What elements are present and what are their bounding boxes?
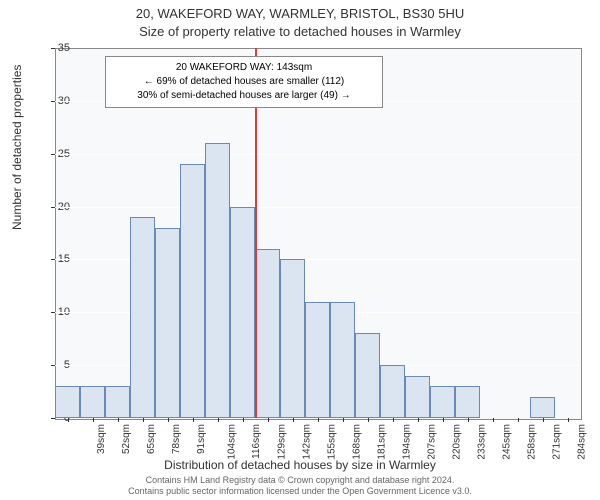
x-tick-mark <box>368 418 369 422</box>
annotation-line1: 20 WAKEFORD WAY: 143sqm <box>114 61 374 75</box>
x-tick-label: 233sqm <box>476 424 487 460</box>
x-tick-mark <box>468 418 469 422</box>
x-tick-label: 207sqm <box>426 424 437 460</box>
x-tick-mark <box>193 418 194 422</box>
histogram-bar <box>530 397 555 418</box>
x-tick-label: 245sqm <box>501 424 512 460</box>
x-tick-mark <box>218 418 219 422</box>
y-tick-mark <box>51 48 55 49</box>
histogram-bar <box>130 217 155 418</box>
histogram-bar <box>230 207 255 418</box>
histogram-bar <box>180 164 205 418</box>
x-tick-label: 65sqm <box>146 424 157 454</box>
x-tick-label: 155sqm <box>326 424 337 460</box>
annotation-line3: 30% of semi-detached houses are larger (… <box>114 89 374 103</box>
x-tick-mark <box>543 418 544 422</box>
x-tick-label: 129sqm <box>276 424 287 460</box>
x-tick-mark <box>118 418 119 422</box>
footer-line2: Contains public sector information licen… <box>0 486 600 498</box>
x-tick-mark <box>93 418 94 422</box>
y-tick-mark <box>51 418 55 419</box>
histogram-bar <box>155 228 180 418</box>
x-tick-mark <box>268 418 269 422</box>
chart-title-main: 20, WAKEFORD WAY, WARMLEY, BRISTOL, BS30… <box>0 6 600 21</box>
histogram-bar <box>55 386 80 418</box>
x-tick-label: 116sqm <box>250 424 261 459</box>
x-tick-label: 39sqm <box>96 424 107 454</box>
x-tick-label: 181sqm <box>376 424 387 460</box>
x-tick-label: 194sqm <box>401 424 412 460</box>
histogram-bar <box>305 302 330 418</box>
x-tick-mark <box>493 418 494 422</box>
histogram-bar <box>430 386 455 418</box>
y-tick-label: 35 <box>45 42 70 54</box>
histogram-bar <box>280 259 305 418</box>
x-tick-mark <box>143 418 144 422</box>
x-tick-label: 258sqm <box>526 424 537 460</box>
footer-attribution: Contains HM Land Registry data © Crown c… <box>0 475 600 498</box>
x-tick-mark <box>293 418 294 422</box>
x-tick-mark <box>168 418 169 422</box>
x-tick-label: 104sqm <box>226 424 237 460</box>
annotation-box: 20 WAKEFORD WAY: 143sqm ← 69% of detache… <box>105 56 383 108</box>
y-axis-label: Number of detached properties <box>10 65 24 230</box>
histogram-bar <box>405 376 430 418</box>
x-tick-mark <box>343 418 344 422</box>
x-tick-label: 52sqm <box>121 424 132 454</box>
histogram-bar <box>205 143 230 418</box>
x-tick-label: 284sqm <box>576 424 587 460</box>
x-tick-mark <box>443 418 444 422</box>
x-tick-label: 91sqm <box>196 424 207 454</box>
x-tick-mark <box>518 418 519 422</box>
x-tick-mark <box>418 418 419 422</box>
histogram-bar <box>455 386 480 418</box>
chart-title-sub: Size of property relative to detached ho… <box>0 24 600 39</box>
histogram-bar <box>255 249 280 418</box>
x-tick-label: 168sqm <box>351 424 362 460</box>
x-axis-label: Distribution of detached houses by size … <box>0 458 600 472</box>
histogram-bar <box>105 386 130 418</box>
x-tick-label: 142sqm <box>301 424 312 460</box>
grid-line <box>55 207 580 208</box>
chart-container: 20, WAKEFORD WAY, WARMLEY, BRISTOL, BS30… <box>0 0 600 500</box>
x-tick-mark <box>243 418 244 422</box>
histogram-bar <box>380 365 405 418</box>
histogram-bar <box>330 302 355 418</box>
footer-line1: Contains HM Land Registry data © Crown c… <box>0 475 600 487</box>
x-tick-label: 271sqm <box>551 424 562 460</box>
annotation-line2: ← 69% of detached houses are smaller (11… <box>114 75 374 89</box>
histogram-bar <box>355 333 380 418</box>
x-tick-mark <box>318 418 319 422</box>
histogram-bar <box>80 386 105 418</box>
x-tick-label: 220sqm <box>451 424 462 460</box>
grid-line <box>55 154 580 155</box>
x-tick-label: 78sqm <box>171 424 182 454</box>
x-tick-mark <box>68 418 69 422</box>
x-tick-mark <box>393 418 394 422</box>
x-tick-mark <box>568 418 569 422</box>
plot-area: 20 WAKEFORD WAY: 143sqm ← 69% of detache… <box>55 48 580 418</box>
